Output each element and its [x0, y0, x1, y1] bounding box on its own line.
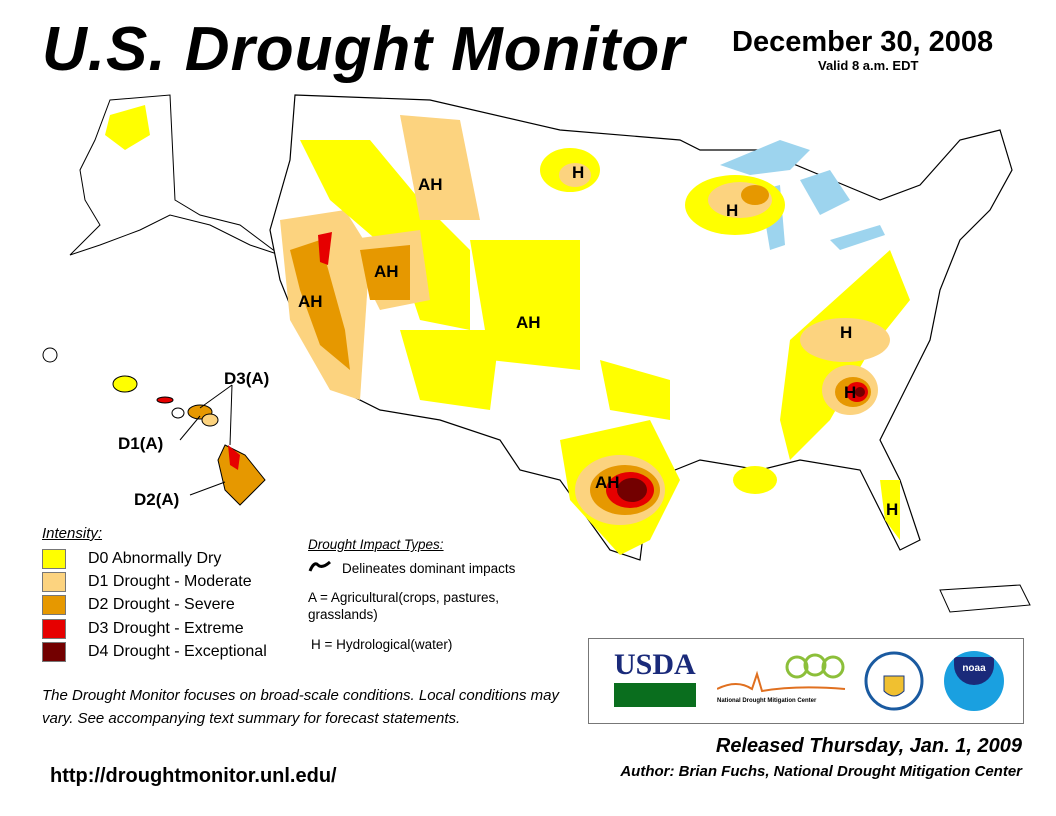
map-date: December 30, 2008: [732, 26, 994, 58]
impact-line-icon: [308, 560, 331, 572]
legend-swatch: [42, 595, 66, 615]
website-link[interactable]: http://droughtmonitor.unl.edu/: [50, 765, 337, 787]
usda-text: USDA: [614, 648, 696, 681]
noaa-logo: noaa: [944, 651, 1004, 711]
hawaii-label: D1(A): [118, 434, 164, 453]
disclaimer-text: The Drought Monitor focuses on broad-sca…: [42, 687, 559, 727]
hawaii-label: D3(A): [224, 369, 270, 388]
partner-logos: USDA National Drought Mitigation Center …: [588, 638, 1024, 724]
legend-label: D1 Drought - Moderate: [88, 573, 252, 590]
impact-agricultural: A = Agricultural(crops, pastures, grassl…: [308, 590, 499, 622]
release-date: Released Thursday, Jan. 1, 2009: [715, 735, 1022, 757]
legend-swatch: [42, 549, 66, 569]
map-label: H: [840, 323, 853, 342]
alaska-drought: [105, 105, 150, 150]
noaa-text: noaa: [954, 657, 994, 685]
ndmc-text: National Drought Mitigation Center: [717, 698, 817, 704]
impact-delineates: Delineates dominant impacts: [342, 561, 516, 576]
legend-swatch: [42, 572, 66, 592]
map-label: AH: [595, 473, 620, 492]
map-label: H: [844, 383, 857, 402]
drought-areas: [280, 115, 910, 555]
legend-label: D3 Drought - Extreme: [88, 620, 244, 637]
alaska: [69, 94, 281, 256]
legend-item-d2: D2 Drought - Severe: [42, 595, 235, 615]
hawaii-label: D2(A): [134, 490, 180, 509]
author: Author: Brian Fuchs, National Drought Mi…: [620, 763, 1022, 780]
commerce-seal-logo: [864, 651, 924, 711]
legend-title: Intensity:: [42, 525, 103, 542]
page-title: U.S. Drought Monitor: [42, 15, 686, 84]
impact-types-title: Drought Impact Types:: [308, 537, 444, 552]
map-label: H: [726, 201, 739, 220]
legend-label: D4 Drought - Exceptional: [88, 643, 267, 660]
legend-item-d1: D1 Drought - Moderate: [42, 572, 252, 592]
legend-swatch: [42, 642, 66, 662]
map-label: AH: [298, 292, 323, 311]
map-label: AH: [516, 313, 541, 332]
map-label: AH: [374, 262, 399, 281]
ndmc-logo: National Drought Mitigation Center: [716, 649, 847, 711]
usda-logo: USDA: [614, 648, 696, 707]
map-label: H: [886, 500, 899, 519]
legend-item-d0: D0 Abnormally Dry: [42, 549, 221, 569]
valid-time: Valid 8 a.m. EDT: [818, 58, 919, 73]
legend-label: D2 Drought - Severe: [88, 596, 235, 613]
legend-item-d4: D4 Drought - Exceptional: [42, 642, 267, 662]
legend-label: D0 Abnormally Dry: [88, 550, 222, 567]
legend-item-d3: D3 Drought - Extreme: [42, 619, 244, 639]
legend-swatch: [42, 619, 66, 639]
hawaii: [112, 375, 266, 506]
impact-hydrological: H = Hydrological(water): [311, 637, 453, 652]
puerto-rico: [939, 584, 1031, 613]
map-label: H: [572, 163, 585, 182]
map-label: AH: [418, 175, 443, 194]
